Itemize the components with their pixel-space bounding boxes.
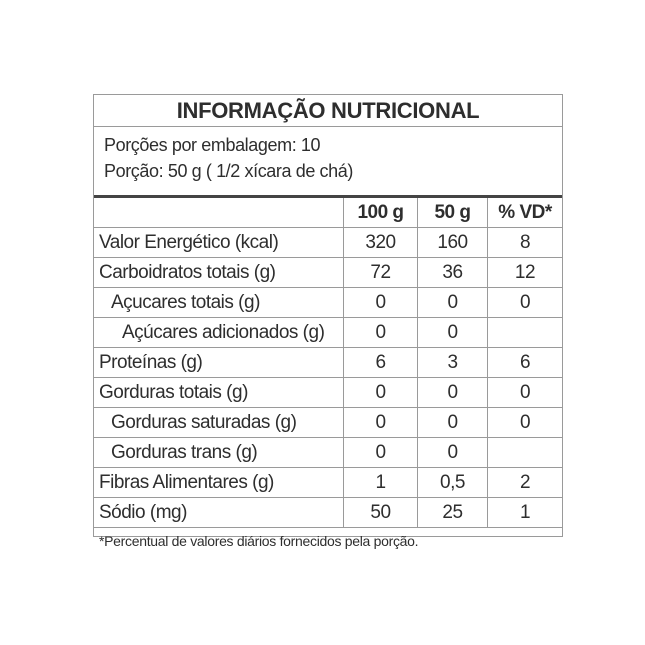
serving-info: Porções por embalagem: 10 Porção: 50 g (… [94,132,562,198]
header-vd: % VD* [487,198,562,228]
table-row: Açúcares adicionados (g) 0 0 [94,317,562,348]
value-50g: 0 [417,407,488,438]
value-vd: 0 [487,377,562,408]
nutrition-table: 100 g 50 g % VD* Valor Energético (kcal)… [94,198,562,528]
value-100g: 72 [343,257,418,288]
value-50g: 0 [417,317,488,348]
value-100g: 50 [343,497,418,528]
value-50g: 160 [417,227,488,258]
value-50g: 0 [417,287,488,318]
value-50g: 0,5 [417,467,488,498]
nutrient-name: Açucares totais (g) [94,287,344,318]
value-50g: 0 [417,437,488,468]
value-100g: 0 [343,407,418,438]
table-row: Gorduras saturadas (g) 0 0 0 [94,407,562,438]
table-row: Açucares totais (g) 0 0 0 [94,287,562,318]
value-100g: 0 [343,317,418,348]
serving-size: Porção: 50 g ( 1/2 xícara de chá) [104,161,353,181]
value-50g: 3 [417,347,488,378]
value-50g: 0 [417,377,488,408]
value-vd: 1 [487,497,562,528]
table-row: Proteínas (g) 6 3 6 [94,347,562,378]
nutrient-name: Açúcares adicionados (g) [94,317,344,348]
value-vd [487,437,562,468]
value-100g: 0 [343,287,418,318]
servings-per-package: Porções por embalagem: 10 [104,135,321,155]
table-row: Gorduras totais (g) 0 0 0 [94,377,562,408]
table-row: Gorduras trans (g) 0 0 [94,437,562,468]
nutrient-name: Sódio (mg) [94,497,344,528]
nutrient-name: Carboidratos totais (g) [94,257,344,288]
value-50g: 25 [417,497,488,528]
value-vd: 2 [487,467,562,498]
nutrient-name: Gorduras totais (g) [94,377,344,408]
header-100g: 100 g [343,198,418,228]
label-title: INFORMAÇÃO NUTRICIONAL [94,95,562,127]
value-vd: 6 [487,347,562,378]
header-nutrient [94,198,344,228]
value-vd: 8 [487,227,562,258]
value-100g: 0 [343,437,418,468]
table-row: Valor Energético (kcal) 320 160 8 [94,227,562,258]
value-100g: 1 [343,467,418,498]
nutrient-name: Valor Energético (kcal) [94,227,344,258]
table-header-row: 100 g 50 g % VD* [94,198,562,228]
value-100g: 6 [343,347,418,378]
nutrient-name: Fibras Alimentares (g) [94,467,344,498]
value-vd: 0 [487,287,562,318]
value-vd: 0 [487,407,562,438]
nutrient-name: Gorduras trans (g) [94,437,344,468]
table-row: Carboidratos totais (g) 72 36 12 [94,257,562,288]
value-50g: 36 [417,257,488,288]
nutrient-name: Gorduras saturadas (g) [94,407,344,438]
footnote: *Percentual de valores diários fornecido… [99,533,419,549]
nutrient-name: Proteínas (g) [94,347,344,378]
table-row: Fibras Alimentares (g) 1 0,5 2 [94,467,562,498]
value-100g: 320 [343,227,418,258]
nutrition-facts-label: INFORMAÇÃO NUTRICIONAL Porções por embal… [93,94,563,549]
value-100g: 0 [343,377,418,408]
table-row: Sódio (mg) 50 25 1 [94,497,562,528]
header-50g: 50 g [417,198,488,228]
value-vd [487,317,562,348]
value-vd: 12 [487,257,562,288]
